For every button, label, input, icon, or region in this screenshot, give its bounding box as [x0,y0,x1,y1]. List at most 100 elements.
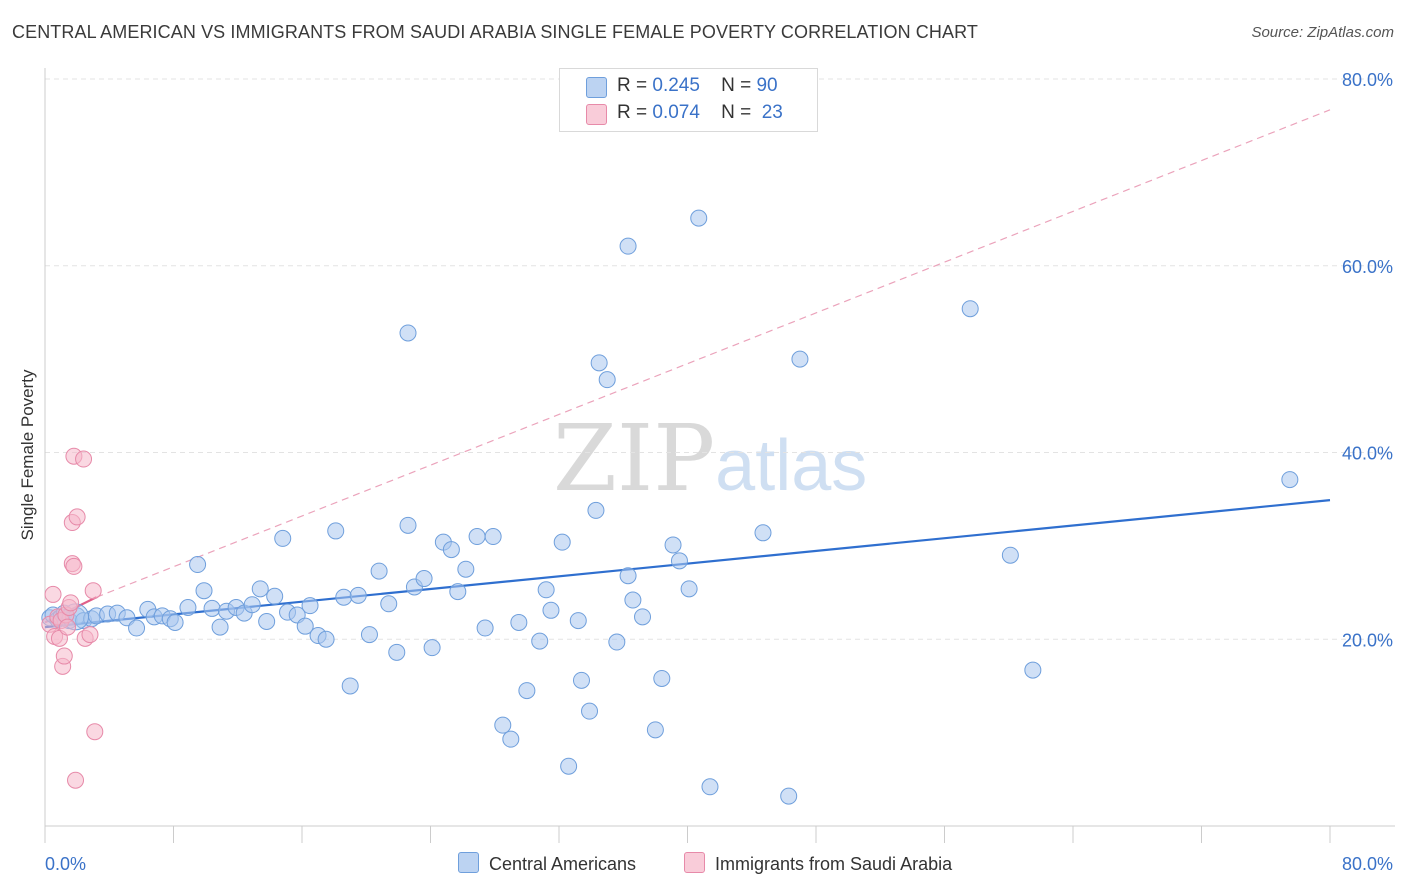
central-americans-point [258,613,276,631]
central-americans-point [581,702,599,720]
bottom-legend-swatch-blue [458,852,479,873]
legend-r-label: R = [617,75,648,96]
central-americans-point [301,597,319,615]
central-americans-point [587,501,605,519]
chart-title: CENTRAL AMERICAN VS IMMIGRANTS FROM SAUD… [12,22,978,42]
axes [44,68,1395,843]
central-americans-point [317,630,335,648]
central-americans-point [341,677,359,695]
y-tick-label: 80.0% [1342,70,1393,90]
central-americans-point [251,580,269,598]
legend-n-value: 90 [756,75,778,96]
central-americans-point [569,612,587,630]
central-americans-point [423,639,441,657]
central-americans-point [388,643,406,661]
central-americans-point [1001,546,1019,564]
central-americans-point [531,632,549,650]
saudi-arabia-points [41,447,104,789]
legend-text: R = 0.245 N = 90 [617,75,778,97]
central-americans-point [542,601,560,619]
y-tick-label: 60.0% [1342,257,1393,277]
central-americans-point [754,524,772,542]
central-americans-point [572,671,590,689]
legend-swatch-blue [586,77,607,98]
central-americans-point [624,591,642,609]
central-americans-point [1281,471,1299,489]
central-americans-point [484,528,502,546]
central-americans-point [166,613,184,631]
central-americans-point [619,567,637,585]
saudi-arabia-point [84,582,102,600]
central-americans-point [518,682,536,700]
tick-labels: 20.0% 40.0% 60.0% 80.0% 0.0% 80.0% [45,70,1393,874]
central-americans-point [608,633,626,651]
x-tick-label: 80.0% [1342,854,1393,874]
y-tick-label: 20.0% [1342,630,1393,650]
bottom-legend-swatch-pink [684,852,705,873]
y-tick-label: 40.0% [1342,444,1393,464]
source-label: Source: ZipAtlas.com [1251,24,1394,41]
central-americans-point [670,552,688,570]
saudi-arabia-point [68,508,86,526]
legend-swatch-pink [586,104,607,125]
central-americans-point [195,582,213,600]
central-americans-point [653,669,671,687]
central-americans-point [590,354,608,372]
saudi-arabia-point [65,557,83,575]
central-americans-point [266,587,284,605]
central-americans-point [449,583,467,601]
central-americans-point [128,619,146,637]
central-americans-point [380,595,398,613]
legend-text: R = 0.074 N = 23 [617,102,783,124]
central-americans-point [399,516,417,534]
legend-n-label: N = [721,102,752,123]
central-americans-point [457,560,475,578]
legend-r-value: 0.245 [652,75,700,96]
central-americans-point [510,613,528,631]
central-americans-point [553,533,571,551]
central-americans-point [598,371,616,389]
central-americans-point [327,522,345,540]
central-americans-point [791,350,809,368]
central-americans-point [399,324,417,342]
central-americans-point [189,556,207,574]
central-americans-point [442,541,460,559]
bottom-legend-label: Immigrants from Saudi Arabia [715,854,953,874]
bottom-legend-saudi-arabia: Immigrants from Saudi Arabia [684,852,952,875]
central-americans-point [1024,661,1042,679]
central-americans-point [537,581,555,599]
legend-r-value: 0.074 [652,102,700,123]
central-americans-point [476,619,494,637]
central-americans-point [203,599,221,617]
legend-r-label: R = [617,102,648,123]
central-americans-point [274,529,292,547]
central-americans-point [335,588,353,606]
central-americans-point [664,536,682,554]
central-americans-point [468,528,486,546]
central-americans-points [41,209,1299,805]
central-americans-point [296,617,314,635]
central-americans-point [780,787,798,805]
central-americans-point [690,209,708,227]
saudi-arabia-point [55,647,73,665]
central-americans-point [502,730,520,748]
central-americans-point [634,608,652,626]
saudi-arabia-point [62,594,80,612]
central-americans-point [646,721,664,739]
central-americans-point [370,562,388,580]
central-americans-point [701,778,719,796]
saudi-arabia-point [86,723,104,741]
x-tick-label: 0.0% [45,854,86,874]
saudi-arabia-trend-extension [96,109,1331,598]
legend-n-value: 23 [761,102,783,123]
legend-box: R = 0.245 N = 90 R = 0.074 N = 23 [559,68,818,132]
central-americans-point [961,300,979,318]
saudi-arabia-point [58,618,76,636]
legend-n-label: N = [721,75,752,96]
saudi-arabia-point [44,585,62,603]
trend-lines [44,109,1331,629]
central-americans-point [360,626,378,644]
central-americans-point [243,596,261,614]
central-americans-point [619,237,637,255]
